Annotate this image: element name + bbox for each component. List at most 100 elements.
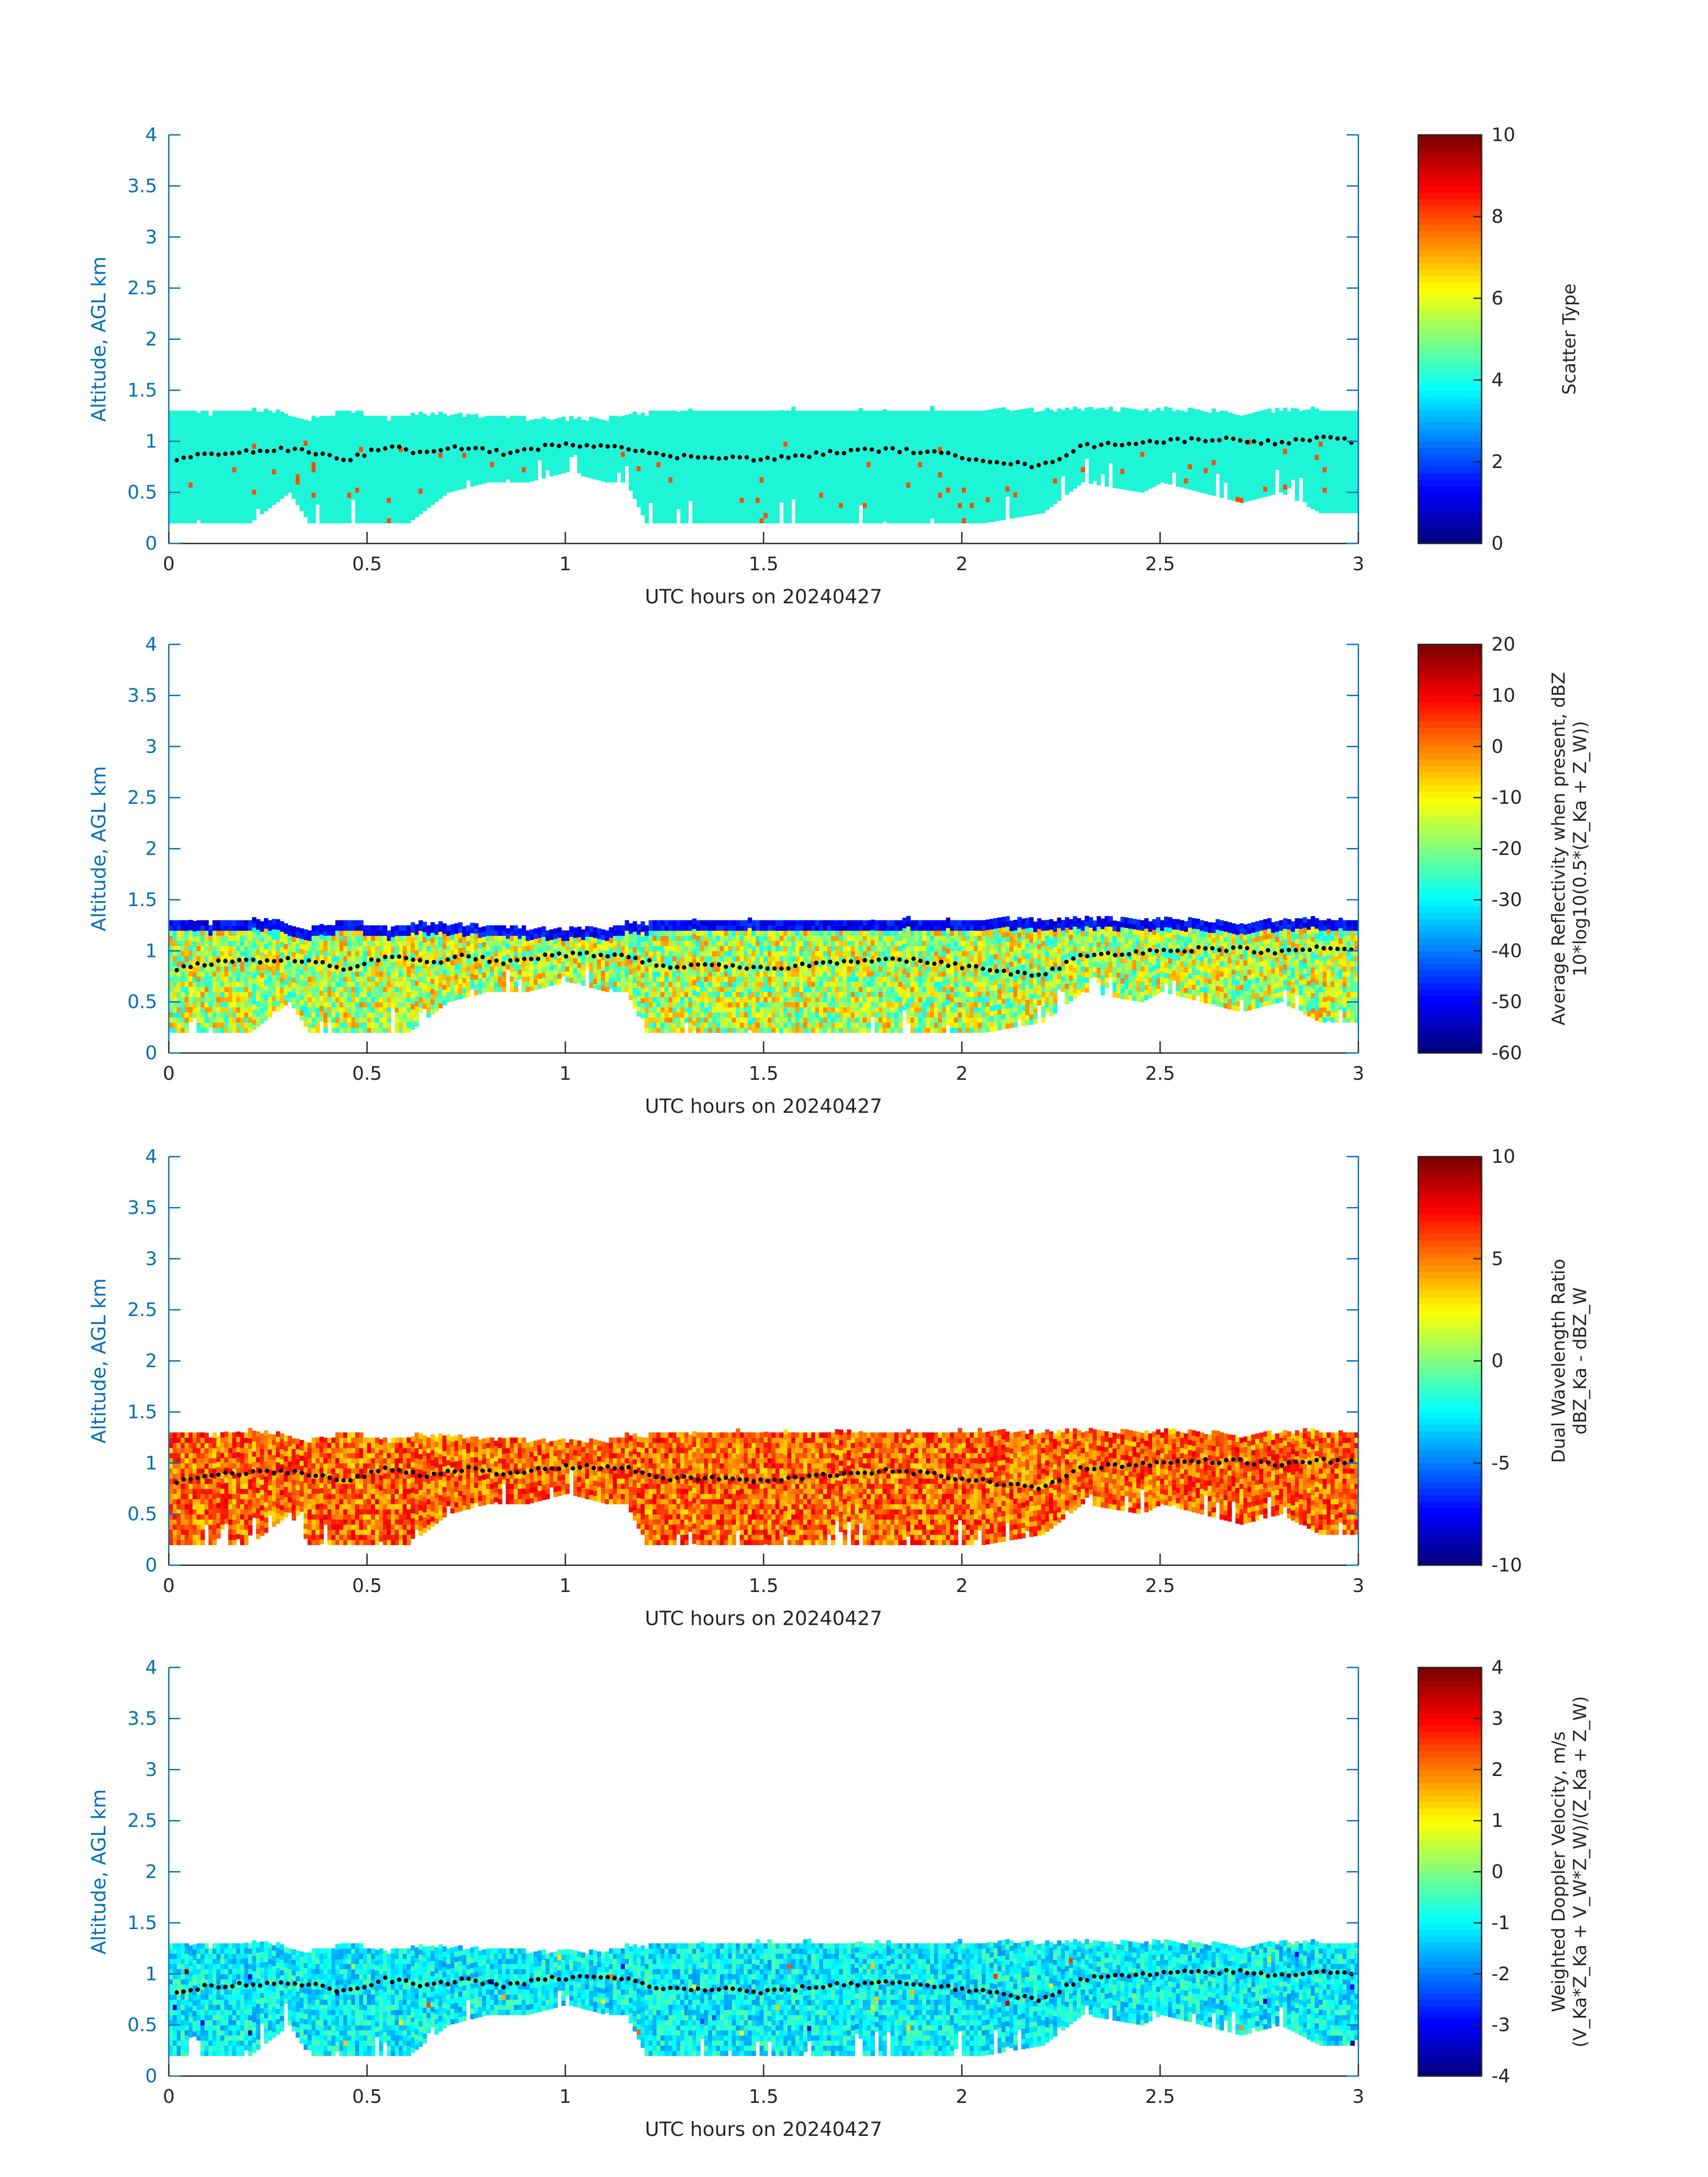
heatmap-cell — [748, 416, 752, 421]
heatmap-cell — [1002, 428, 1006, 433]
heatmap-cell — [672, 487, 677, 493]
heatmap-cell — [331, 421, 336, 426]
heatmap-cell — [938, 426, 943, 431]
heatmap-cell — [736, 477, 740, 482]
heatmap-cell — [213, 467, 217, 472]
heatmap-cell — [966, 416, 970, 421]
heatmap-cell — [1037, 509, 1042, 514]
heatmap-cell — [181, 441, 185, 447]
heatmap-cell — [213, 447, 217, 452]
heatmap-cell — [375, 426, 380, 431]
heatmap-cell — [312, 472, 316, 477]
heatmap-cell — [1200, 472, 1204, 477]
heatmap-cell — [962, 447, 966, 452]
heatmap-cell — [1021, 430, 1026, 435]
heatmap-cell — [645, 441, 649, 447]
heatmap-cell — [1144, 465, 1149, 470]
heatmap-cell — [760, 421, 764, 426]
heatmap-cell — [700, 462, 705, 467]
heatmap-cell — [1116, 478, 1121, 484]
heatmap-cell — [1208, 484, 1212, 489]
heatmap-cell — [815, 508, 819, 513]
heatmap-cell — [430, 469, 435, 474]
heatmap-cell — [494, 477, 498, 482]
heatmap-cell — [776, 477, 780, 482]
heatmap-cell — [177, 477, 181, 482]
heatmap-cell — [1184, 473, 1188, 478]
heatmap-cell — [641, 428, 645, 434]
heatmap-cell — [886, 467, 891, 472]
heatmap-cell — [1105, 471, 1109, 476]
heatmap-cell — [518, 431, 522, 436]
heatmap-cell — [688, 460, 693, 465]
heatmap-cell — [561, 468, 566, 473]
heatmap-cell — [264, 506, 268, 511]
heatmap-cell — [1065, 423, 1069, 428]
heatmap-cell — [922, 431, 927, 436]
heatmap-cell — [1025, 506, 1030, 511]
heatmap-cell — [1184, 412, 1188, 417]
heatmap-cell — [744, 472, 748, 477]
heatmap-cell — [736, 487, 740, 493]
heatmap-cell — [1196, 451, 1200, 456]
heatmap-cell — [391, 513, 395, 518]
heatmap-cell — [986, 497, 990, 502]
heatmap-cell — [597, 419, 601, 424]
heatmap-cell — [268, 441, 272, 447]
heatmap-cell — [462, 458, 467, 463]
heatmap-cell — [383, 518, 388, 523]
heatmap-cell — [1140, 426, 1145, 431]
heatmap-cell — [684, 431, 689, 436]
heatmap-cell — [978, 477, 982, 482]
heatmap-cell — [546, 460, 550, 465]
heatmap-cell — [958, 513, 962, 518]
heatmap-cell — [978, 411, 982, 416]
heatmap-cell — [649, 416, 653, 421]
heatmap-cell — [1037, 447, 1042, 452]
heatmap-cell — [1120, 474, 1125, 479]
heatmap-cell — [1093, 435, 1097, 440]
heatmap-cell — [304, 512, 308, 517]
heatmap-cell — [181, 431, 185, 436]
heatmap-cell — [855, 518, 859, 523]
heatmap-cell — [871, 416, 875, 421]
heatmap-cell — [1089, 412, 1093, 418]
heatmap-cell — [906, 487, 911, 493]
heatmap-cell — [343, 472, 348, 477]
heatmap-cell — [1033, 458, 1038, 464]
heatmap-cell — [728, 467, 732, 472]
heatmap-cell — [902, 477, 907, 482]
heatmap-cell — [664, 411, 669, 416]
heatmap-cell — [978, 416, 982, 421]
heatmap-cell — [375, 518, 380, 523]
heatmap-cell — [359, 493, 363, 498]
heatmap-cell — [553, 465, 558, 470]
heatmap-cell — [783, 431, 788, 436]
heatmap-cell — [847, 451, 852, 457]
heatmap-cell — [430, 428, 435, 434]
heatmap-cell — [668, 426, 673, 431]
heatmap-cell — [213, 462, 217, 467]
heatmap-cell — [938, 411, 943, 416]
heatmap-cell — [188, 441, 193, 447]
heatmap-cell — [304, 435, 308, 441]
heatmap-cell — [557, 448, 562, 454]
heatmap-cell — [1228, 428, 1232, 434]
heatmap-cell — [319, 497, 324, 503]
heatmap-cell — [843, 508, 848, 513]
heatmap-cell — [851, 487, 855, 493]
heatmap-cell — [1033, 427, 1038, 433]
heatmap-cell — [950, 472, 954, 477]
heatmap-cell — [383, 426, 388, 431]
heatmap-cell — [252, 428, 257, 434]
heatmap-cell — [974, 451, 978, 457]
heatmap-cell — [597, 434, 601, 439]
heatmap-cell — [672, 477, 677, 482]
heatmap-cell — [839, 411, 844, 416]
heatmap-cell — [807, 472, 812, 477]
heatmap-cell — [422, 501, 427, 506]
heatmap-cell — [851, 482, 855, 488]
heatmap-cell — [768, 508, 772, 513]
heatmap-cell — [886, 493, 891, 498]
heatmap-cell — [1236, 425, 1240, 430]
